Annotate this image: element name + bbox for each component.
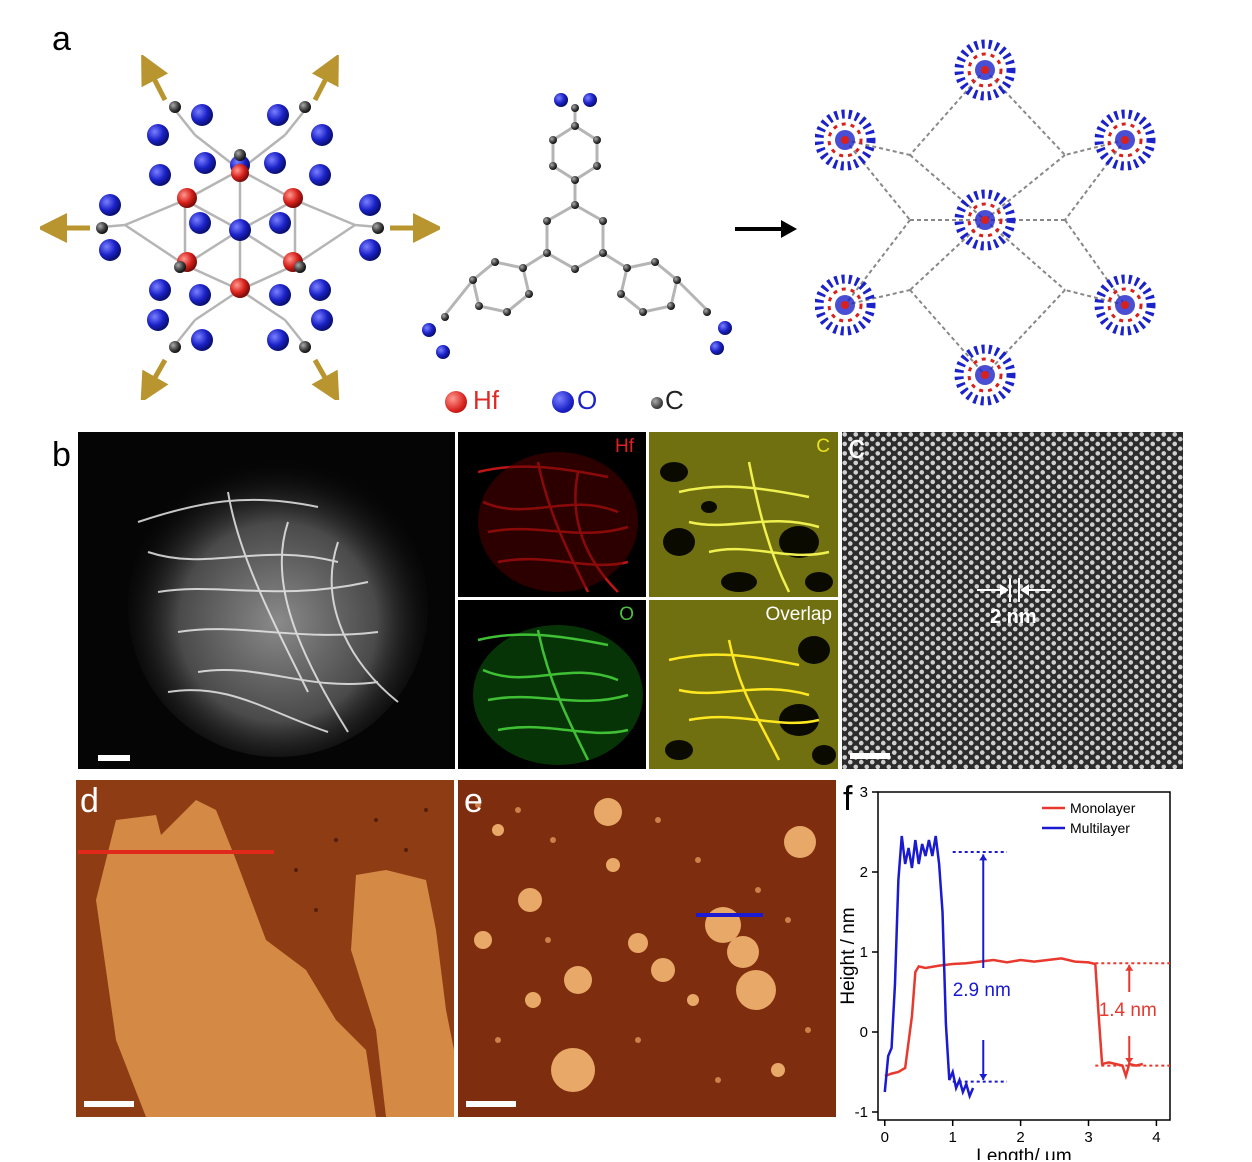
panel-b-haadf-image — [78, 432, 455, 769]
y-axis-label: Height / nm — [840, 907, 859, 1004]
eds-overlap-label: Overlap — [765, 604, 832, 625]
series-line-monolayer — [884, 957, 1144, 1081]
x-axis-label: Length/ μm — [976, 1146, 1071, 1160]
panel-a-legend: Hf O C — [445, 385, 705, 421]
eds-c-label: C — [816, 436, 830, 457]
ligand-oxygen-atoms — [422, 93, 732, 359]
carbon-atoms — [96, 101, 384, 353]
multilayer-down-arrow-head — [979, 1074, 988, 1080]
panel-f-height-profile-chart: 0 1 2 3 4 -1 0 1 2 3 Length/ μm Height / nm Monolaye… — [840, 784, 1171, 1160]
x-tick-label: 3 — [1084, 1129, 1092, 1146]
eds-o-signal — [473, 625, 643, 765]
legend-o-marker — [552, 391, 574, 413]
annotation-multilayer-height: 2.9 nm — [953, 980, 1011, 1001]
eds-overlap-signal — [649, 600, 838, 769]
panel-e-afm-image: e — [458, 780, 836, 1117]
legend-c-label: C — [665, 385, 684, 415]
cluster-direction-arrows — [40, 55, 440, 400]
eds-map-hf: Hf — [458, 432, 646, 597]
panel-a-framework-network — [815, 25, 1185, 415]
multilayer-up-arrow-head — [979, 854, 988, 861]
spacing-marker-icon — [977, 578, 1052, 602]
panel-label-c: c — [848, 432, 865, 466]
y-tick-label: 3 — [860, 784, 868, 801]
ligand-bonds — [443, 106, 709, 316]
panel-a-ligand-diagram — [422, 93, 732, 359]
panel-label-f: f — [843, 780, 853, 818]
annotation-monolayer-height: 1.4 nm — [1099, 1000, 1157, 1021]
ligand-carbon-atoms — [441, 104, 711, 321]
eds-map-o: O — [458, 600, 646, 769]
legend-o-label: O — [577, 385, 598, 415]
monolayer-down-arrow-head — [1125, 1058, 1134, 1064]
eds-hf-label: Hf — [615, 436, 634, 457]
x-tick-label: 2 — [1016, 1129, 1024, 1146]
y-tick-label: 0 — [860, 1024, 868, 1041]
hrtem-lattice — [842, 432, 1183, 769]
scale-bar — [98, 755, 130, 761]
series-line-multilayer — [883, 835, 975, 1100]
right-arrow-icon — [735, 220, 797, 238]
eds-map-overlap: Overlap — [649, 600, 838, 769]
oxygen-atoms — [99, 104, 381, 351]
scale-bar — [850, 753, 890, 759]
y-tick-label: -1 — [855, 1104, 868, 1121]
panel-c-hrtem-image: c 2 nm — [842, 432, 1183, 769]
afm-multilayer-texture — [458, 780, 836, 1117]
panel-d-afm-image: d — [76, 780, 454, 1117]
monolayer-up-arrow-head — [1125, 964, 1134, 971]
afm-monolayer-texture — [76, 780, 454, 1117]
panel-label-e: e — [464, 782, 483, 820]
legend-label-multilayer: Multilayer — [1070, 820, 1130, 836]
legend-hf-label: Hf — [473, 385, 499, 415]
panel-label-b: b — [52, 436, 71, 474]
y-tick-label: 1 — [860, 944, 868, 961]
panel-a-cluster-diagram — [40, 55, 440, 400]
legend-label-monolayer: Monolayer — [1070, 800, 1136, 816]
plot-frame — [877, 791, 1171, 1121]
spacing-label: 2 nm — [990, 606, 1037, 628]
eds-map-c: C — [649, 432, 838, 597]
legend-c-marker — [651, 397, 663, 409]
x-tick-label: 4 — [1152, 1129, 1160, 1146]
scale-bar — [84, 1101, 134, 1107]
eds-o-label: O — [619, 604, 634, 625]
haadf-flake-texture — [128, 457, 428, 757]
y-tick-label: 2 — [860, 864, 868, 881]
scale-bar — [466, 1101, 516, 1107]
panel-label-a: a — [52, 20, 71, 58]
legend-hf-marker — [445, 391, 467, 413]
network-nodes — [819, 44, 1151, 401]
panel-label-d: d — [80, 782, 99, 820]
hafnium-atoms — [177, 164, 303, 298]
x-tick-label: 0 — [881, 1129, 889, 1146]
eds-c-signal — [649, 432, 838, 597]
eds-hf-signal — [477, 452, 638, 593]
x-tick-label: 1 — [949, 1129, 957, 1146]
